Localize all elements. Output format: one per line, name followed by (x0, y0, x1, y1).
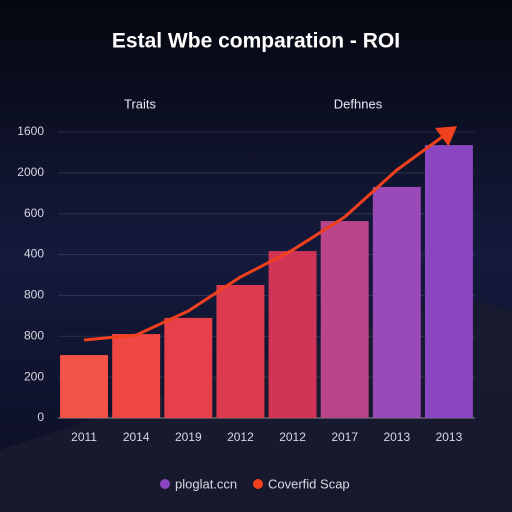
x-tick-label: 2013 (383, 430, 410, 444)
arrow-head (435, 126, 458, 147)
y-tick-label: 400 (24, 247, 44, 261)
x-tick-label: 2012 (227, 430, 254, 444)
y-tick-label: 200 (24, 369, 44, 383)
legend-label: Coverfid Scap (268, 476, 350, 491)
legend-marker (160, 479, 170, 489)
x-tick-label: 2017 (331, 430, 358, 444)
bar (424, 145, 473, 418)
legend-label: ploglat.ccn (175, 476, 237, 491)
bar (216, 285, 265, 418)
annotation: Defhnes (334, 96, 383, 111)
legend-marker (253, 479, 263, 489)
y-tick-label: 600 (24, 206, 44, 220)
bar (60, 355, 109, 418)
chart-title: Estal Wbe comparation - ROI (112, 30, 400, 53)
bar (320, 221, 369, 418)
x-tick-label: 2019 (175, 430, 202, 444)
annotation: Traits (124, 96, 157, 111)
x-tick-label: 2014 (123, 430, 150, 444)
y-tick-label: 1600 (17, 124, 44, 138)
x-tick-label: 2011 (71, 430, 97, 444)
bar (372, 186, 421, 418)
bar (164, 317, 213, 418)
bar (112, 334, 161, 418)
x-tick-label: 2012 (279, 430, 306, 444)
y-tick-label: 800 (24, 288, 44, 302)
x-tick-label: 2013 (436, 430, 463, 444)
bar (268, 251, 317, 418)
line (83, 130, 450, 342)
y-tick-label: 2000 (17, 165, 44, 179)
y-tick-label: 0 (37, 410, 44, 424)
y-tick-label: 800 (24, 328, 44, 342)
